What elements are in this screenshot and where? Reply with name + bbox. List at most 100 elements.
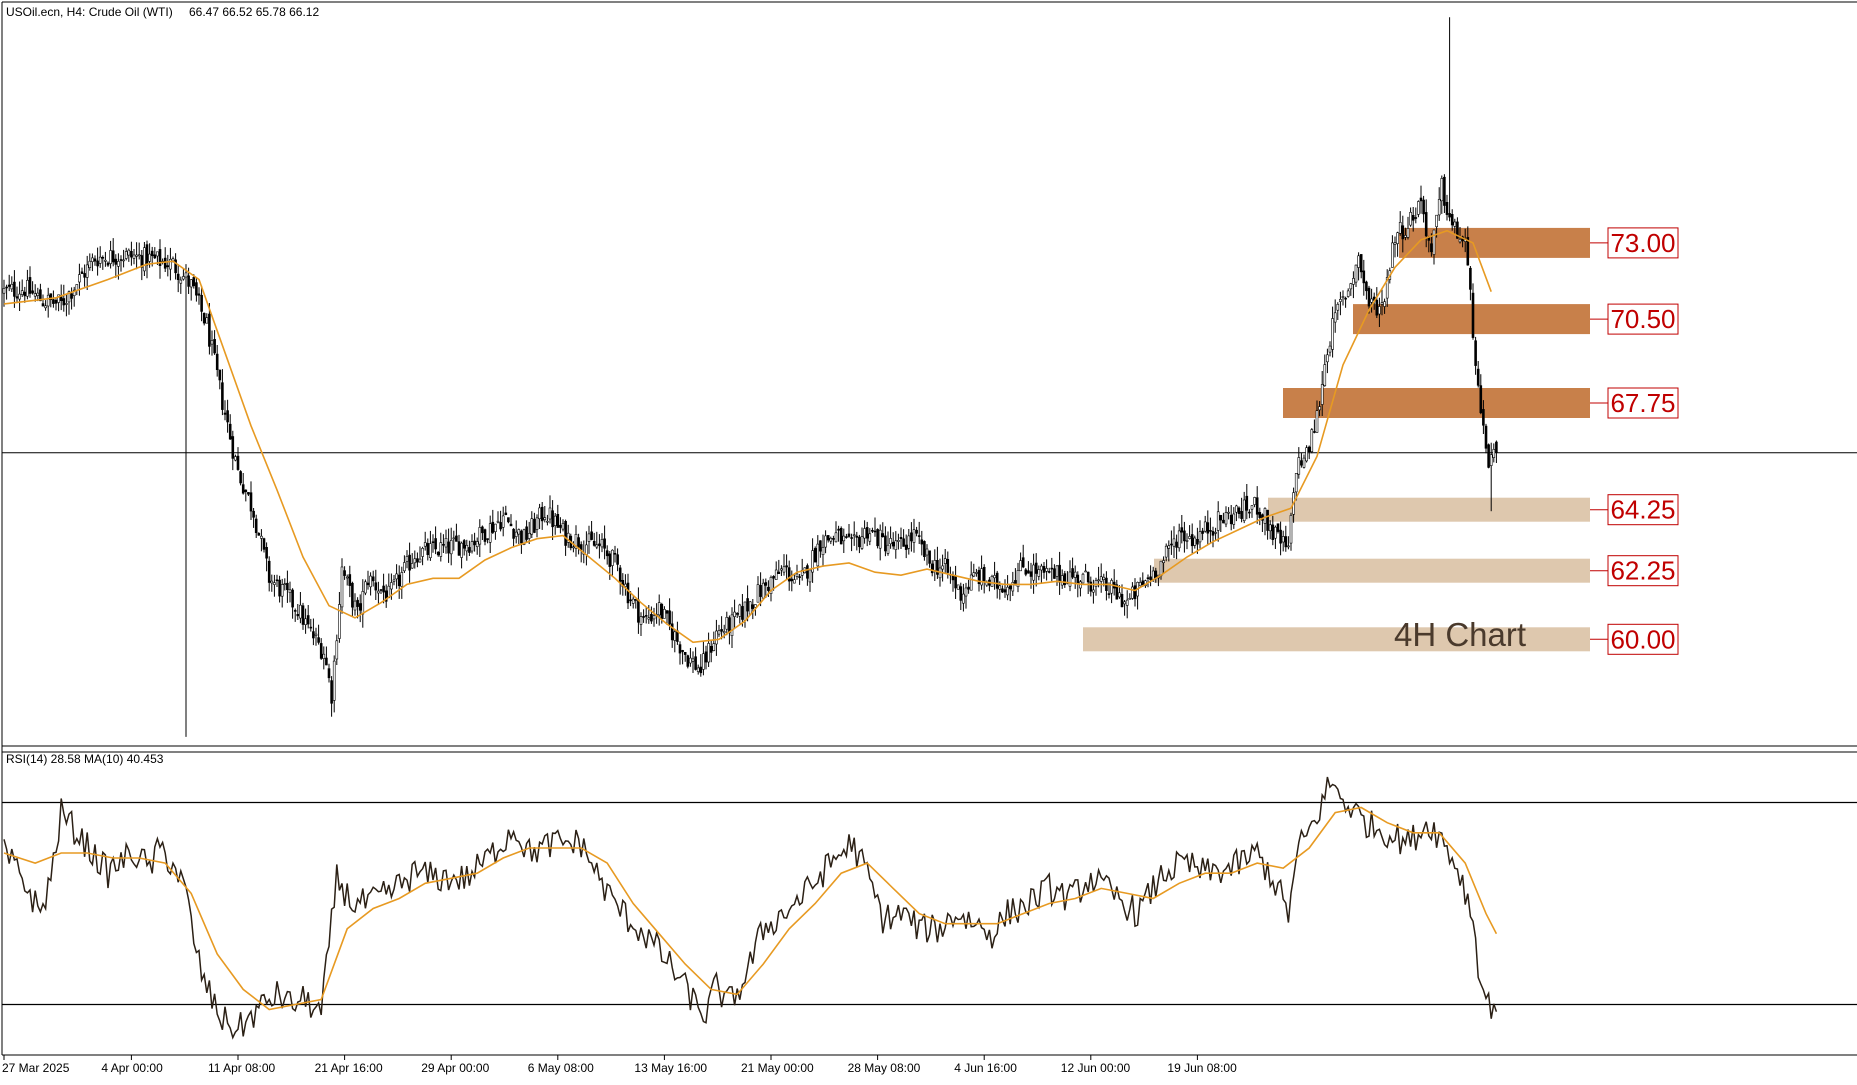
candle-body	[410, 563, 414, 569]
candle-body	[1302, 457, 1306, 468]
candle-body	[330, 680, 333, 704]
candle-body	[754, 604, 757, 608]
candle-body	[837, 528, 840, 531]
candle-body	[936, 559, 939, 575]
candle-body	[904, 544, 908, 550]
candle-body	[761, 582, 765, 599]
candle-body	[1180, 527, 1184, 533]
candle-body	[587, 533, 591, 542]
level-label-5: 60.00	[1610, 624, 1675, 654]
candle-body	[993, 575, 996, 579]
candle-body	[364, 581, 367, 594]
candle-body	[491, 521, 495, 533]
candle-body	[850, 537, 853, 539]
candle-body	[1073, 571, 1077, 578]
candle-body	[234, 456, 237, 461]
candle-body	[306, 615, 310, 625]
candle-body	[70, 293, 73, 299]
candle-body	[130, 251, 133, 258]
candle-body	[642, 616, 645, 618]
candle-body	[990, 575, 994, 587]
candle-body	[1128, 597, 1132, 600]
candle-body	[501, 515, 505, 528]
candle-body	[1188, 536, 1191, 539]
candle-body	[1328, 345, 1332, 353]
candle-body	[153, 254, 157, 259]
candle-body	[673, 631, 677, 641]
candle-body	[618, 567, 622, 582]
candle-body	[920, 539, 924, 545]
candle-body	[176, 273, 180, 281]
candle-body	[894, 540, 898, 550]
candle-body	[166, 265, 170, 268]
candle-body	[798, 576, 801, 578]
candle-body	[733, 611, 736, 617]
candle-body	[683, 651, 687, 655]
candle-body	[712, 643, 716, 651]
candle-body	[1253, 497, 1256, 505]
candle-body	[785, 565, 788, 568]
candle-body	[423, 542, 427, 547]
candle-body	[91, 257, 94, 262]
candle-body	[1235, 505, 1238, 513]
candle-body	[478, 527, 482, 545]
candle-body	[197, 293, 201, 296]
candle-body	[228, 423, 232, 440]
candle-body	[728, 617, 731, 633]
candle-body	[62, 298, 66, 306]
candle-body	[839, 527, 843, 545]
candle-body	[41, 303, 45, 307]
candle-body	[1050, 567, 1054, 570]
candle-body	[899, 536, 903, 539]
candle-body	[1099, 576, 1103, 582]
candle-body	[465, 544, 469, 552]
candle-body	[598, 543, 601, 546]
candle-body	[265, 546, 268, 559]
candle-body	[1222, 519, 1225, 524]
candle-body	[1339, 298, 1342, 302]
candle-body	[720, 629, 723, 632]
candle-body	[275, 579, 279, 582]
candle-body	[33, 293, 37, 297]
candle-body	[1344, 297, 1347, 300]
candle-body	[1445, 202, 1449, 215]
candle-body	[348, 574, 352, 586]
candle-body	[377, 590, 380, 594]
candle-body	[1315, 410, 1319, 433]
candle-body	[954, 576, 957, 589]
candle-body	[832, 538, 835, 540]
candle-body	[847, 533, 851, 537]
candle-body	[98, 256, 102, 264]
candle-body	[15, 296, 19, 299]
candle-body	[1008, 585, 1012, 590]
candle-body	[1289, 515, 1293, 544]
candle-body	[507, 517, 510, 523]
candle-body	[891, 541, 895, 547]
candle-body	[1458, 239, 1462, 243]
candle-body	[67, 291, 71, 303]
candle-body	[1076, 574, 1080, 585]
candle-body	[52, 299, 55, 304]
candle-body	[291, 589, 294, 608]
candle-body	[1159, 560, 1163, 577]
candle-body	[629, 599, 632, 602]
candle-body	[369, 575, 372, 588]
candle-body	[821, 547, 825, 556]
candle-body	[223, 412, 227, 415]
candle-body	[759, 584, 762, 597]
candle-body	[1021, 557, 1025, 568]
candle-body	[868, 533, 872, 542]
candle-body	[1185, 540, 1189, 542]
candle-body	[319, 643, 323, 659]
candle-body	[912, 529, 916, 543]
candle-body	[65, 303, 68, 305]
candle-body	[1281, 536, 1285, 543]
candle-body	[343, 570, 346, 576]
level-label-2: 67.75	[1610, 388, 1675, 418]
candle-body	[605, 550, 609, 557]
level-label-box-2	[1607, 387, 1679, 419]
candle-body	[871, 529, 874, 532]
candle-body	[332, 660, 336, 701]
candle-body	[1019, 560, 1022, 572]
candle-body	[699, 666, 703, 674]
